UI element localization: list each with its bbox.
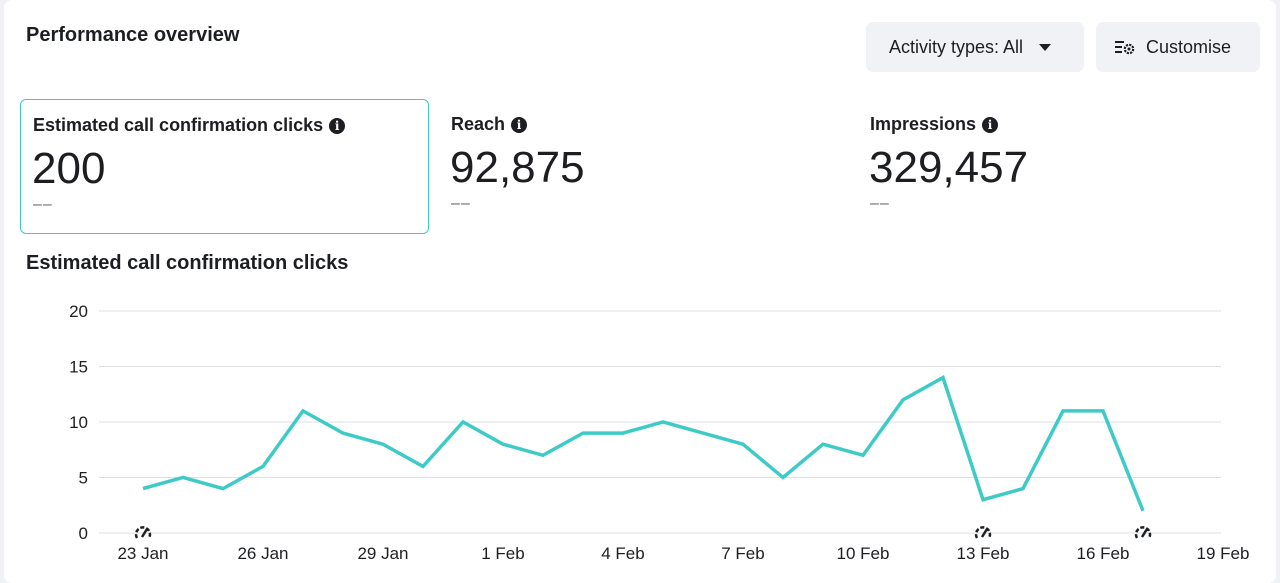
metric-label-row: Estimated call confirmation clicks i xyxy=(33,115,346,136)
metric-label: Reach xyxy=(451,114,506,134)
metric-value: 92,875 xyxy=(450,143,585,192)
metric-value: 329,457 xyxy=(869,143,1029,192)
y-tick-label: 10 xyxy=(69,413,88,432)
metric-label: Impressions xyxy=(870,114,977,134)
metric-card-impressions[interactable]: Impressions i 329,457 –– xyxy=(858,99,1267,234)
y-tick-label: 20 xyxy=(69,302,88,321)
performance-overview-card: Performance overview Activity types: All… xyxy=(4,0,1276,583)
metric-label-row: Reach i xyxy=(451,114,528,135)
activity-types-dropdown[interactable]: Activity types: All xyxy=(866,22,1084,72)
line-chart: 0 5 10 15 20 23 Jan 26 Jan 29 Jan 1 Feb 4 Feb 7 Fe… xyxy=(69,302,1250,563)
customise-button[interactable]: Customise xyxy=(1096,22,1260,72)
y-tick-label: 0 xyxy=(79,524,88,543)
x-tick-label: 26 Jan xyxy=(237,544,288,563)
metric-label-row: Impressions i xyxy=(870,114,999,135)
x-tick-label: 4 Feb xyxy=(601,544,644,563)
x-tick-label: 7 Feb xyxy=(721,544,764,563)
metric-delta: –– xyxy=(33,196,53,213)
info-icon[interactable]: i xyxy=(511,116,528,133)
gauge-icon[interactable] xyxy=(974,526,992,539)
info-icon[interactable]: i xyxy=(982,116,999,133)
x-tick-label: 23 Jan xyxy=(117,544,168,563)
x-tick-label: 29 Jan xyxy=(357,544,408,563)
page-title: Performance overview xyxy=(26,24,240,46)
series-line xyxy=(142,375,1145,512)
metric-label: Estimated call confirmation clicks xyxy=(33,115,324,135)
x-tick-label: 16 Feb xyxy=(1077,544,1130,563)
x-tick-label: 10 Feb xyxy=(837,544,890,563)
chart-title: Estimated call confirmation clicks xyxy=(26,252,349,274)
metric-delta: –– xyxy=(451,195,471,212)
metric-value: 200 xyxy=(32,144,106,193)
y-tick-label: 5 xyxy=(79,469,88,488)
metric-card-call-clicks[interactable]: Estimated call confirmation clicks i 200… xyxy=(20,99,429,234)
gauge-icon[interactable] xyxy=(1134,526,1152,539)
caret-down-icon xyxy=(1039,43,1052,51)
activity-types-label: Activity types: All xyxy=(889,36,1024,57)
metric-card-reach[interactable]: Reach i 92,875 –– xyxy=(439,99,848,234)
x-tick-label: 13 Feb xyxy=(957,544,1010,563)
x-tick-label: 19 Feb xyxy=(1197,544,1250,563)
x-tick-label: 1 Feb xyxy=(481,544,524,563)
customise-label: Customise xyxy=(1146,36,1232,57)
info-icon[interactable]: i xyxy=(329,117,346,134)
metric-delta: –– xyxy=(870,195,890,212)
customise-settings-icon xyxy=(1115,41,1135,55)
gauge-icon[interactable] xyxy=(134,526,152,539)
y-tick-label: 15 xyxy=(69,358,88,377)
